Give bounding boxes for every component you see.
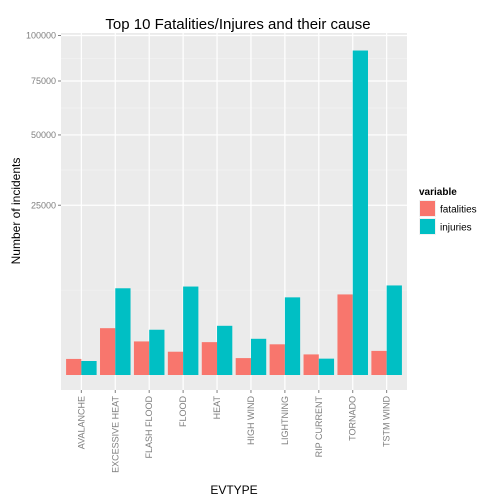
x-tick-label: EXCESSIVE HEAT: [110, 396, 120, 473]
bar-fatalities: [303, 354, 319, 375]
bar-injuries: [149, 329, 165, 375]
x-tick-label: AVALANCHE: [76, 396, 86, 449]
bar-fatalities: [201, 342, 218, 375]
chart-title: Top 10 Fatalities/Injures and their caus…: [105, 16, 370, 33]
legend-title: variable: [419, 187, 457, 198]
bar-fatalities: [371, 350, 387, 375]
bar-injuries: [217, 325, 233, 375]
bar-fatalities: [269, 344, 285, 375]
bar-fatalities: [66, 358, 82, 375]
y-tick-label: 75000: [31, 76, 56, 86]
x-tick-label: RIP CURRENT: [314, 396, 324, 458]
x-tick-label: FLASH FLOOD: [144, 396, 154, 459]
bar-fatalities: [100, 328, 116, 375]
x-tick-label: HIGH WIND: [246, 396, 256, 445]
bar-fatalities: [337, 294, 353, 375]
bar-fatalities: [235, 358, 251, 375]
legend-swatch-injuries: [420, 219, 435, 234]
x-tick-label: HEAT: [212, 396, 222, 420]
bar-fatalities: [167, 351, 184, 375]
y-tick-label: 50000: [31, 130, 56, 140]
y-axis-ticks: 25000 50000 75000 100000: [26, 31, 61, 210]
x-tick-label: TORNADO: [348, 396, 358, 441]
bars: [66, 50, 402, 376]
bar-injuries: [115, 288, 131, 375]
x-axis-title: EVTYPE: [210, 483, 257, 497]
y-tick-label: 100000: [26, 31, 56, 41]
bar-injuries: [250, 338, 267, 375]
legend-label-injuries: injuries: [440, 223, 472, 234]
bar-injuries: [386, 285, 402, 375]
x-tick-label: TSTM WIND: [382, 396, 392, 447]
bar-fatalities: [133, 341, 150, 375]
bar-injuries: [352, 50, 368, 376]
legend-label-fatalities: fatalities: [440, 205, 477, 216]
legend: variable fatalities injuries: [419, 187, 477, 235]
legend-swatch-fatalities: [420, 201, 435, 216]
x-axis-ticks: AVALANCHE EXCESSIVE HEAT FLASH FLOOD FLOOD H…: [76, 390, 392, 473]
bar-injuries: [318, 358, 335, 375]
bar-injuries: [81, 361, 97, 375]
legend-items: fatalities injuries: [419, 200, 477, 235]
x-tick-label: FLOOD: [178, 396, 188, 428]
bar-injuries: [183, 286, 199, 375]
y-axis-title: Number of incidents: [9, 158, 23, 265]
y-tick-label: 25000: [31, 200, 56, 210]
bar-injuries: [284, 297, 301, 375]
x-tick-label: LIGHTNING: [280, 396, 290, 445]
